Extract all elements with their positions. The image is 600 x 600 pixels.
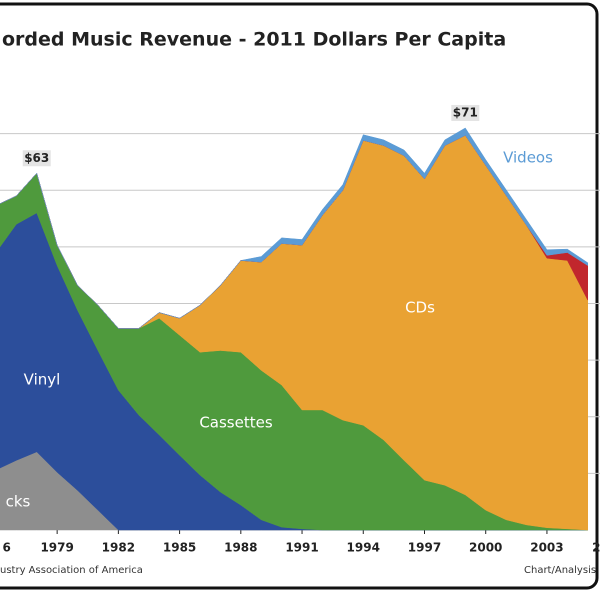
annotation-box xyxy=(451,104,480,121)
area xyxy=(0,127,589,329)
series-label: cks xyxy=(6,493,31,511)
x-tick-label: 1988 xyxy=(224,541,257,555)
x-tick-label: 2 xyxy=(592,541,600,555)
x-tick-label: 1979 xyxy=(40,541,73,555)
x-tick-label: 1982 xyxy=(102,541,135,555)
x-tick-label: 2003 xyxy=(530,541,563,555)
annotation: $71 xyxy=(453,105,478,119)
x-tick-label: 1991 xyxy=(285,541,318,555)
series-label: CDs xyxy=(405,299,435,317)
x-tick-label: 1985 xyxy=(163,541,196,555)
x-tick-label: 2000 xyxy=(469,541,502,555)
x-tick-label: 1994 xyxy=(347,541,380,555)
annotation-box xyxy=(22,150,51,167)
chart-title: orded Music Revenue - 2011 Dollars Per C… xyxy=(2,29,506,51)
x-tick-label: 1997 xyxy=(408,541,441,555)
series-label: Videos xyxy=(503,149,553,167)
annotation: $63 xyxy=(24,151,49,165)
series-label: Vinyl xyxy=(24,371,61,389)
x-tick-label: 6 xyxy=(3,541,11,555)
source: ustry Association of America xyxy=(0,565,143,576)
series-label: Cassettes xyxy=(199,414,273,432)
credit: Chart/Analysis xyxy=(524,565,596,576)
